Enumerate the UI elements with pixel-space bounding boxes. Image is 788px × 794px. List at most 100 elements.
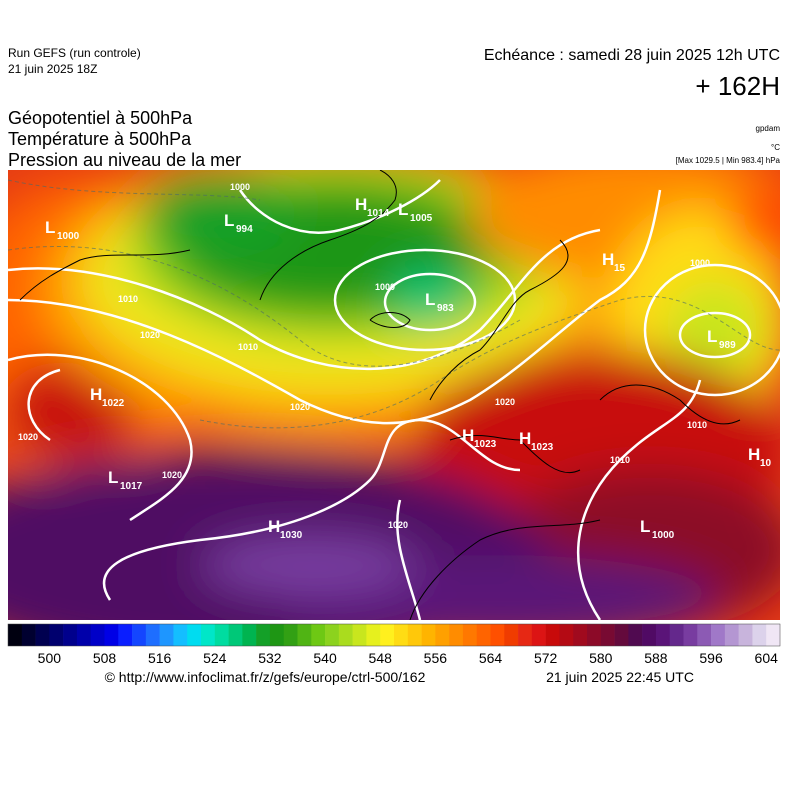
center-value: 1022 [102,398,125,409]
colorbar-swatch [559,624,574,646]
colorbar-tick-label: 532 [258,650,282,666]
colorbar-swatch [256,624,271,646]
colorbar-swatch [366,624,381,646]
colorbar-tick-label: 508 [93,650,117,666]
colorbar-swatch [476,624,491,646]
title: Température à 500hPa [8,129,192,149]
colorbar-swatch [518,624,533,646]
isobar-label: 1020 [18,432,38,442]
colorbar-tick-label: 556 [424,650,448,666]
colorbar-swatch [325,624,340,646]
colorbar-swatch [435,624,450,646]
isobar-label: 1010 [610,455,630,465]
center-letter: L [108,468,118,487]
colorbar-swatch [531,624,546,646]
colorbar-tick-label: 596 [699,650,723,666]
center-value: 10 [760,458,772,469]
colorbar-swatch [173,624,188,646]
colorbar-swatch [242,624,257,646]
center-value: 983 [437,303,454,314]
colorbar-swatch [587,624,602,646]
center-value: 1000 [57,231,80,242]
colorbar-swatch [187,624,202,646]
colorbar-swatch [697,624,712,646]
colorbar-swatch [159,624,174,646]
colorbar-swatch [35,624,50,646]
colorbar-swatch [573,624,588,646]
colorbar-tick-label: 580 [589,650,613,666]
unit: [Max 1029.5 | Min 983.4] hPa [676,156,781,165]
colorbar: 500 508 516 524 532 540 548 556 564 572 580 588 596 6… [7,623,781,666]
colorbar-swatch [683,624,698,646]
center-value: 1000 [652,530,675,541]
isobar-label: 1000 [690,258,710,268]
colorbar-swatch [394,624,409,646]
center-value: 1023 [531,442,554,453]
colorbar-swatch [669,624,684,646]
center-value: 1030 [280,530,303,541]
colorbar-frame [7,623,781,647]
colorbar-swatch [628,624,643,646]
colorbar-swatch [352,624,367,646]
center-letter: H [519,429,531,448]
colorbar-swatch [724,624,739,646]
colorbar-tick-label: 548 [369,650,393,666]
colorbar-swatch [407,624,422,646]
colorbar-swatch [766,624,781,646]
run-date: 21 juin 2025 18Z [8,62,97,76]
isobar-label: 1010 [238,342,258,352]
center-letter: H [602,250,614,269]
isobar-label: 1000 [375,282,395,292]
center-letter: L [45,218,55,237]
center-value: 1005 [410,213,433,224]
colorbar-swatch [201,624,216,646]
center-value: 1023 [474,439,497,450]
center-letter: L [425,290,435,309]
colorbar-swatch [49,624,64,646]
colorbar-swatch [63,624,78,646]
isobar-label: 1000 [230,182,250,192]
isobar-label: 1020 [162,470,182,480]
title: Géopotentiel à 500hPa [8,108,193,128]
unit: gpdam [756,124,781,133]
colorbar-swatch [490,624,505,646]
isobar-label: 1020 [388,520,408,530]
colorbar-swatch [21,624,36,646]
colorbar-swatch [269,624,285,646]
isobar-label: 1010 [118,294,138,304]
isobar-label: 1020 [290,402,310,412]
center-letter: H [748,445,760,464]
center-value: 15 [614,263,626,274]
colorbar-swatch [711,624,726,646]
center-value: 1014 [367,208,390,219]
map [8,170,780,620]
colorbar-tick-label: 524 [203,650,227,666]
colorbar-swatch [752,624,767,646]
center-letter: L [224,211,234,230]
isobar-label: 1020 [140,330,160,340]
colorbar-swatch [283,624,298,646]
colorbar-swatch [228,624,243,646]
run: Run GEFS (run controle) [8,46,141,60]
center-letter: H [355,195,367,214]
colorbar-swatch [311,624,326,646]
forecast: Echéance : samedi 28 juin 2025 12h UTC [484,47,780,64]
colorbar-swatch [600,624,615,646]
title: Pression au niveau de la mer [8,150,241,170]
colorbar-swatch [214,624,229,646]
colorbar-swatch [504,624,519,646]
colorbar-swatch [132,624,147,646]
colorbar-swatch [655,624,671,646]
center-value: 989 [719,340,736,351]
colorbar-tick-label: 588 [644,650,668,666]
colorbar-tick-label: 500 [38,650,62,666]
center-value: 1017 [120,481,143,492]
isobar-label: 1020 [495,397,515,407]
generated: 21 juin 2025 22:45 UTC [546,669,694,685]
center-letter: L [707,327,717,346]
colorbar-swatch [118,624,133,646]
colorbar-swatch [614,624,629,646]
isobar-label: 1010 [687,420,707,430]
lead-time: + 162H [695,71,780,101]
